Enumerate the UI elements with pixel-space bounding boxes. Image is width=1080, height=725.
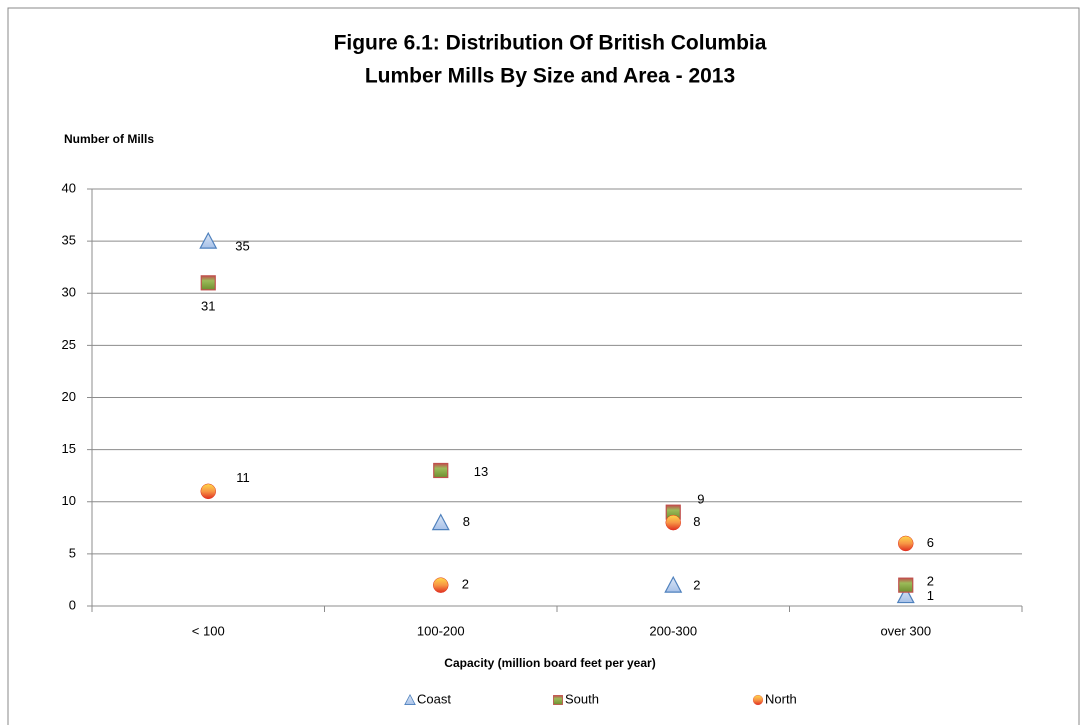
legend-marker: [553, 695, 563, 705]
data-label: 35: [235, 239, 249, 254]
y-tick-label: 20: [62, 389, 76, 404]
y-tick-label: 15: [62, 441, 76, 456]
data-label: 6: [927, 535, 934, 550]
data-point: [898, 577, 914, 593]
data-label: 1: [927, 588, 934, 603]
y-tick-label: 30: [62, 285, 76, 300]
data-point: [665, 514, 681, 531]
data-label: 11: [236, 470, 250, 485]
data-point: [433, 462, 449, 479]
x-tick-label: < 100: [192, 623, 225, 638]
data-point: [896, 586, 915, 604]
data-label: 2: [927, 574, 934, 589]
legend-label: Coast: [417, 691, 451, 706]
data-label: 13: [474, 464, 488, 479]
legend-marker: [752, 694, 764, 706]
data-point: [200, 483, 216, 500]
x-tick-label: 100-200: [417, 623, 465, 638]
data-point: [431, 513, 450, 531]
data-point: [199, 231, 218, 249]
x-axis-title: Capacity (million board feet per year): [444, 656, 655, 670]
data-point: [664, 575, 683, 593]
x-tick-label: 200-300: [649, 623, 697, 638]
y-tick-label: 40: [62, 180, 76, 195]
data-label: 8: [693, 514, 700, 529]
y-axis-title: Number of Mills: [64, 132, 154, 146]
chart-title: Lumber Mills By Size and Area - 2013: [365, 65, 735, 88]
data-point: [433, 577, 449, 593]
chart-border: [7, 7, 1080, 725]
data-label: 9: [697, 492, 704, 507]
legend-label: South: [565, 691, 599, 706]
chart-title: Figure 6.1: Distribution Of British Colu…: [334, 32, 767, 55]
y-tick-label: 10: [62, 493, 76, 508]
legend-marker: [404, 693, 416, 705]
y-tick-label: 5: [69, 545, 76, 560]
data-point: [898, 535, 914, 552]
x-tick-label: over 300: [880, 623, 931, 638]
data-point: [200, 275, 216, 291]
data-label: 2: [462, 577, 469, 592]
data-label: 31: [201, 298, 215, 313]
data-label: 8: [463, 514, 470, 529]
data-label: 2: [693, 578, 700, 593]
y-tick-label: 0: [69, 597, 76, 612]
y-tick-label: 25: [62, 337, 76, 352]
legend-label: North: [765, 691, 797, 706]
y-tick-label: 35: [62, 233, 76, 248]
